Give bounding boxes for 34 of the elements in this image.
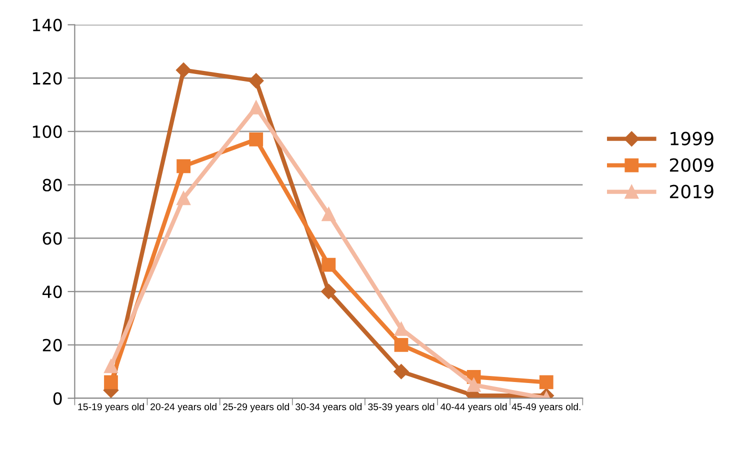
x-tick-label: 20-24 years old (150, 403, 216, 412)
point (466, 378, 481, 392)
y-tick-label: 40 (42, 286, 62, 298)
point (248, 73, 264, 88)
point (176, 62, 192, 78)
x-tick-label: 35-39 years old (368, 403, 434, 412)
y-tick-label: 20 (42, 338, 62, 352)
y-tick-label: 100 (32, 125, 62, 138)
point (249, 132, 264, 146)
x-tick-label: 40-44 years old (440, 403, 507, 412)
x-tick-label: 15-19 years old (78, 403, 144, 412)
point (249, 100, 264, 114)
x-tick-label: 30-34 years old (296, 403, 362, 412)
legend-label: 2019 (670, 184, 714, 198)
point (539, 375, 554, 390)
point (394, 338, 408, 352)
legend-label: 2009 (670, 158, 714, 172)
point (104, 359, 118, 374)
point (176, 159, 190, 174)
y-tick-label: 140 (32, 18, 62, 32)
point (104, 375, 118, 390)
x-tick-label: 45-49 years old. (512, 403, 580, 412)
point (394, 364, 409, 380)
legend-label: 1999 (670, 132, 714, 146)
x-tick-label: 25-29 years old (223, 403, 289, 412)
y-tick-label: 60 (42, 232, 62, 245)
y-tick-label: 80 (42, 178, 62, 192)
y-tick-label: 0 (53, 392, 62, 405)
point (176, 191, 190, 206)
y-tick-label: 120 (32, 72, 62, 85)
point (322, 207, 336, 222)
point (322, 258, 336, 272)
point (321, 284, 336, 300)
point (394, 322, 408, 336)
